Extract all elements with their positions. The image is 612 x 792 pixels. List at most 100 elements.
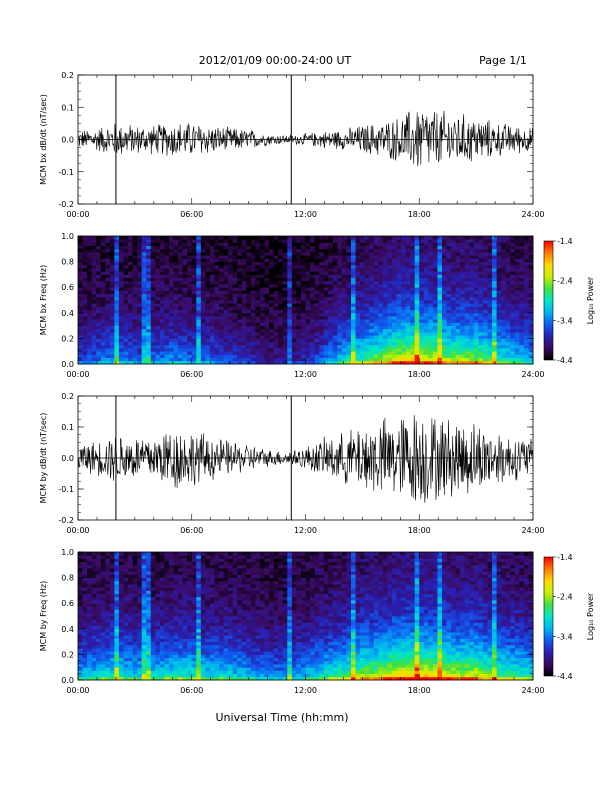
spectrogram-cell <box>109 628 115 633</box>
y-tick-label: 0.0 <box>61 454 74 463</box>
spectrogram-cell <box>78 625 83 630</box>
spectrogram-cell <box>159 316 165 320</box>
spectrogram-cell <box>109 293 115 298</box>
spectrogram-cell <box>387 290 393 294</box>
spectrogram-cell <box>87 274 93 278</box>
spectrogram-cell <box>114 609 120 614</box>
spectrogram-cell <box>241 290 247 294</box>
spectrogram-cell <box>118 252 124 256</box>
spectrogram-cell <box>410 268 416 272</box>
spectrogram-cell <box>382 248 388 253</box>
spectrogram-cell <box>382 290 388 294</box>
spectrogram-cell <box>414 306 420 310</box>
spectrogram-cell <box>228 306 234 310</box>
spectrogram-cell <box>341 325 347 330</box>
spectrogram-cell <box>159 252 165 256</box>
spectrogram-cell <box>401 264 406 269</box>
spectrogram-cell <box>332 252 338 256</box>
spectrogram-cell <box>205 325 211 330</box>
spectrogram-cell <box>523 271 529 275</box>
spectrogram-cell <box>187 236 193 240</box>
spectrogram-cell <box>78 555 83 559</box>
spectrogram-cell <box>105 593 111 598</box>
spectrogram-cell <box>109 357 115 362</box>
spectrogram-cell <box>442 354 447 358</box>
spectrogram-cell <box>118 603 124 607</box>
spectrogram-cell <box>128 303 133 307</box>
spectrogram-cell <box>323 296 329 301</box>
spectrogram-cell <box>519 309 525 314</box>
spectrogram-cell <box>173 274 179 278</box>
spectrogram-cell <box>391 280 397 285</box>
spectrogram-cell <box>282 248 288 253</box>
spectrogram-cell <box>150 303 156 307</box>
spectrogram-cell <box>105 622 111 626</box>
spectrogram-cell <box>464 351 470 355</box>
spectrogram-cell <box>128 660 133 665</box>
spectrogram-cell <box>223 261 229 266</box>
spectrogram-cell <box>460 287 466 291</box>
spectrogram-cell <box>314 271 320 275</box>
spectrogram-cell <box>246 264 252 269</box>
spectrogram-cell <box>414 354 420 358</box>
spectrogram-cell <box>164 306 170 310</box>
spectrogram-cell <box>419 341 425 346</box>
spectrogram-cell <box>387 303 393 307</box>
spectrogram-cell <box>118 593 124 598</box>
spectrogram-cell <box>187 335 193 339</box>
spectrogram-cell <box>105 245 111 250</box>
spectrogram-cell <box>109 561 115 566</box>
spectrogram-cell <box>387 332 393 336</box>
spectrogram-cell <box>109 245 115 250</box>
spectrogram-cell <box>451 248 457 253</box>
spectrogram-cell <box>423 287 429 291</box>
spectrogram-cell <box>437 242 443 246</box>
spectrogram-cell <box>232 245 238 250</box>
spectrogram-cell <box>141 287 147 291</box>
spectrogram-cell <box>446 319 452 323</box>
spectrogram-cell <box>200 354 206 358</box>
spectrogram-cell <box>396 271 402 275</box>
spectrogram-cell <box>278 338 284 342</box>
spectrogram-cell <box>128 239 133 243</box>
spectrogram-cell <box>109 625 115 630</box>
spectrogram-cell <box>351 280 356 285</box>
spectrogram-cell <box>501 360 507 365</box>
spectrogram-cell <box>391 316 397 320</box>
spectrogram-cell <box>323 277 329 282</box>
spectrogram-cell <box>269 351 275 355</box>
spectrogram-cell <box>391 274 397 278</box>
spectrogram-cell <box>496 284 502 288</box>
spectrogram-cell <box>310 357 315 362</box>
spectrogram-cell <box>492 354 497 358</box>
spectrogram-cell <box>209 303 215 307</box>
spectrogram-cell <box>428 319 434 323</box>
spectrogram-cell <box>473 290 479 294</box>
spectrogram-cell <box>82 319 88 323</box>
spectrogram-cell <box>78 638 83 642</box>
spectrogram-cell <box>232 357 238 362</box>
spectrogram-cell <box>464 236 470 240</box>
spectrogram-cell <box>141 555 147 559</box>
spectrogram-cell <box>278 354 284 358</box>
spectrogram-cell <box>300 264 306 269</box>
spectrogram-cell <box>496 236 502 240</box>
spectrogram-cell <box>128 357 133 362</box>
spectrogram-cell <box>228 268 234 272</box>
spectrogram-cell <box>182 287 188 291</box>
spectrogram-cell <box>319 290 325 294</box>
spectrogram-cell <box>482 312 488 317</box>
spectrogram-cell <box>237 341 243 346</box>
spectrogram-cell <box>328 316 334 320</box>
spectrogram-cell <box>473 296 479 301</box>
spectrogram-cell <box>464 293 470 298</box>
spectrogram-cell <box>82 644 88 649</box>
spectrogram-cell <box>278 264 284 269</box>
spectrogram-cell <box>523 360 529 365</box>
spectrogram-cell <box>291 303 297 307</box>
spectrogram-cell <box>123 574 129 578</box>
spectrogram-cell <box>205 303 211 307</box>
spectrogram-cell <box>146 306 152 310</box>
spectrogram-cell <box>432 354 438 358</box>
spectrogram-cell <box>341 271 347 275</box>
